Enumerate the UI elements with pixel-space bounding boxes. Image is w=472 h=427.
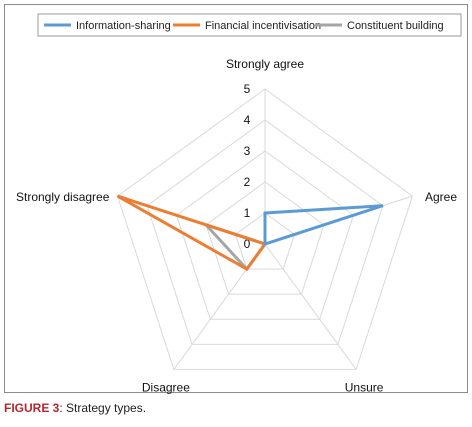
figure-caption: FIGURE 3: Strategy types. — [4, 401, 146, 415]
axis-spoke — [264, 243, 357, 370]
grid-ring — [175, 150, 355, 320]
series-lines — [116, 194, 384, 272]
axis-label: Agree — [425, 190, 457, 204]
tick-label: 2 — [244, 175, 251, 189]
axis-labels: Strongly agree Agree Unsure Disagree Strongl… — [16, 57, 457, 394]
axis-label: Strongly agree — [226, 57, 304, 71]
tick-label: 3 — [244, 144, 251, 158]
axis-label: Strongly disagree — [16, 190, 110, 204]
grid-ring — [116, 88, 414, 370]
radial-ticks: 0 1 2 3 4 5 — [244, 82, 251, 251]
axis-label: Unsure — [345, 380, 384, 394]
tick-label: 5 — [244, 82, 251, 96]
grid-ring — [205, 181, 325, 295]
legend: Information-sharing Financial incentivisa… — [37, 13, 462, 37]
grid-ring — [146, 119, 384, 345]
series-line — [116, 194, 268, 272]
figure-caption-text: : Strategy types. — [59, 401, 147, 415]
tick-label: 1 — [244, 206, 251, 220]
tick-label: 0 — [244, 237, 251, 251]
figure-label: FIGURE 3 — [4, 401, 60, 415]
legend-box — [37, 13, 462, 37]
grid-ring — [234, 212, 296, 270]
radar-chart: Information-sharing Financial incentivisa… — [16, 13, 462, 394]
tick-label: 4 — [244, 113, 251, 127]
series-line — [263, 204, 384, 247]
legend-entry: Constituent building — [347, 20, 444, 32]
axis-label: Disagree — [142, 380, 190, 394]
legend-entry: Information-sharing — [76, 20, 171, 32]
legend-entry: Financial incentivisation — [205, 20, 321, 32]
chart-frame: Information-sharing Financial incentivisa… — [4, 4, 468, 394]
